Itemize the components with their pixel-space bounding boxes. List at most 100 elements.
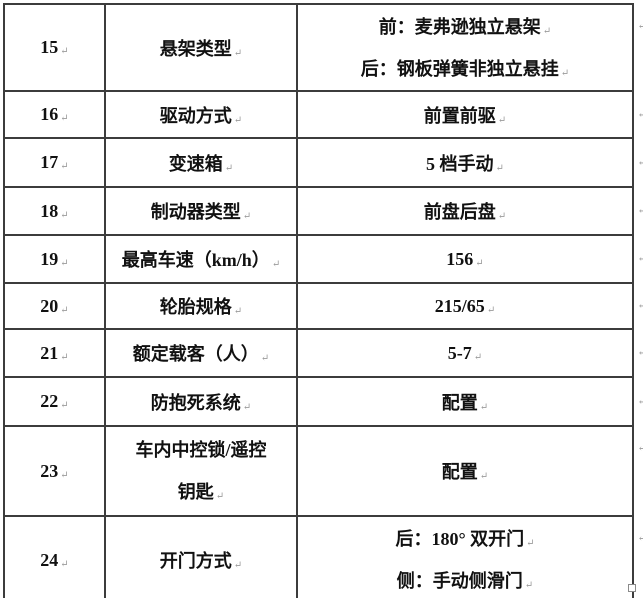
vehicle-spec-table: 15 ↵ 悬架类型 ↵ 前：麦弗逊独立悬架 ↵ 后：钢板弹簧非独立悬挂 ↵ ↵ 16 ↵ … [3,3,643,598]
spec-value: 侧：手动侧滑门 [396,571,523,591]
paragraph-mark-icon: ↵ [486,304,496,316]
row-number: 23 [40,460,59,481]
spec-label-cell: 开门方式 ↵ [104,515,298,598]
row-number: 22 [40,391,59,411]
paragraph-mark-icon: ↵ [233,114,243,126]
paragraph-mark-icon: ↵ [60,400,69,411]
paragraph-mark-icon: ↵ [542,25,552,37]
row-end-mark-icon: ↵ [637,396,643,407]
paragraph-mark-icon: ↵ [242,401,252,413]
spec-value: 后：180° 双开门 [395,529,525,549]
table-row: 15 ↵ 悬架类型 ↵ 前：麦弗逊独立悬架 ↵ 后：钢板弹簧非独立悬挂 ↵ ↵ [3,3,643,92]
row-number-cell: 21 ↵ [3,328,106,378]
table-row: 17 ↵ 变速箱 ↵ 5 档手动 ↵ ↵ [3,137,643,188]
row-number-cell: 24 ↵ [3,515,106,598]
paragraph-mark-icon: ↵ [479,471,489,482]
spec-label-cell: 轮胎规格 ↵ [104,282,298,330]
paragraph-mark-icon: ↵ [60,558,69,570]
spec-value-cell: 前盘后盘 ↵ ↵ [296,186,643,236]
paragraph-mark-icon: ↵ [60,469,69,481]
paragraph-mark-icon: ↵ [479,401,489,413]
spec-label-cell: 驱动方式 ↵ [104,90,298,139]
table-row: 23 ↵ 车内中控锁/遥控 钥匙 ↵ 配置 ↵ ↵ [3,425,643,517]
row-number: 15 [40,37,59,57]
spec-value-cell: 215/65 ↵ ↵ [296,282,643,330]
paragraph-mark-icon: ↵ [60,46,69,57]
spec-value: 前置前驱 [423,105,496,126]
row-number-cell: 20 ↵ [3,282,106,330]
spec-value-cell: 配置 ↵ ↵ [296,376,643,427]
spec-value: 前盘后盘 [423,202,496,222]
paragraph-mark-icon: ↵ [233,47,243,59]
spec-label-cell: 车内中控锁/遥控 钥匙 ↵ [104,425,298,517]
paragraph-mark-icon: ↵ [495,162,504,174]
row-number: 18 [40,200,59,221]
row-end-mark-icon: ↵ [637,205,643,217]
row-end-mark-icon: ↵ [637,443,643,454]
table-row: 21 ↵ 额定载客（人） ↵ 5-7 ↵ ↵ [3,328,643,378]
paragraph-mark-icon: ↵ [497,114,507,126]
paragraph-mark-icon: ↵ [242,211,252,222]
spec-label: 防抱死系统 [150,392,241,413]
spec-value-cell: 156 ↵ ↵ [296,234,643,284]
spec-value-cell: 前：麦弗逊独立悬架 ↵ 后：钢板弹簧非独立悬挂 ↵ ↵ [296,3,643,92]
spec-value: 215/65 [434,295,485,316]
table-row: 16 ↵ 驱动方式 ↵ 前置前驱 ↵ ↵ [3,90,643,139]
spec-value: 前：麦弗逊独立悬架 [378,16,541,37]
spec-value-cell: 后：180° 双开门 ↵ 侧：手动侧滑门 ↵ ↵ [296,515,643,598]
paragraph-mark-icon: ↵ [271,259,281,270]
spec-value-cell: 5-7 ↵ ↵ [296,328,643,378]
paragraph-mark-icon: ↵ [60,209,69,221]
row-end-mark-icon: ↵ [637,533,643,544]
spec-label-cell: 制动器类型 ↵ [104,186,298,236]
table-row: 24 ↵ 开门方式 ↵ 后：180° 双开门 ↵ 侧：手动侧滑门 ↵ ↵ [3,515,643,598]
spec-value-cell: 5 档手动 ↵ ↵ [296,137,643,188]
table-row: 20 ↵ 轮胎规格 ↵ 215/65 ↵ ↵ [3,282,643,330]
paragraph-mark-icon: ↵ [260,353,270,364]
spec-label: 额定载客（人） [132,344,259,364]
spec-label: 最高车速（km/h） [121,250,270,270]
spec-label-cell: 变速箱 ↵ [104,137,298,188]
spec-value: 156 [446,248,474,269]
row-number-cell: 16 ↵ [3,90,106,139]
row-number: 24 [40,549,59,570]
spec-value: 配置 [441,462,478,482]
paragraph-mark-icon: ↵ [233,560,243,571]
row-number: 19 [40,248,59,269]
spec-label: 钥匙 [177,482,214,502]
spec-label: 驱动方式 [159,105,232,126]
table-row: 19 ↵ 最高车速（km/h） ↵ 156 ↵ ↵ [3,234,643,284]
paragraph-mark-icon: ↵ [60,304,69,316]
spec-value: 5 档手动 [426,153,494,174]
spec-label-cell: 悬架类型 ↵ [104,3,298,92]
row-number-cell: 19 ↵ [3,234,106,284]
spec-label: 变速箱 [168,153,223,174]
row-end-mark-icon: ↵ [637,300,643,312]
row-end-mark-icon: ↵ [637,347,643,359]
paragraph-mark-icon: ↵ [524,580,534,591]
row-number-cell: 18 ↵ [3,186,106,236]
paragraph-mark-icon: ↵ [224,162,234,174]
paragraph-mark-icon: ↵ [560,67,570,79]
spec-value: 5-7 [447,342,472,363]
spec-label-cell: 最高车速（km/h） ↵ [104,234,298,284]
spec-label-cell: 防抱死系统 ↵ [104,376,298,427]
spec-label-cell: 额定载客（人） ↵ [104,328,298,378]
table-resize-handle-icon [628,584,636,592]
row-number-cell: 22 ↵ [3,376,106,427]
paragraph-mark-icon: ↵ [60,351,69,363]
paragraph-mark-icon: ↵ [215,491,225,502]
spec-label: 车内中控锁/遥控 [135,440,267,460]
paragraph-mark-icon: ↵ [60,113,69,124]
row-number: 20 [40,295,59,316]
row-number: 17 [40,152,59,172]
row-number-cell: 23 ↵ [3,425,106,517]
paragraph-mark-icon: ↵ [473,351,483,363]
paragraph-mark-icon: ↵ [233,306,243,317]
table-row: 18 ↵ 制动器类型 ↵ 前盘后盘 ↵ ↵ [3,186,643,236]
paragraph-mark-icon: ↵ [60,257,69,269]
spec-label: 制动器类型 [150,202,241,222]
row-number-cell: 17 ↵ [3,137,106,188]
paragraph-mark-icon: ↵ [60,161,69,172]
